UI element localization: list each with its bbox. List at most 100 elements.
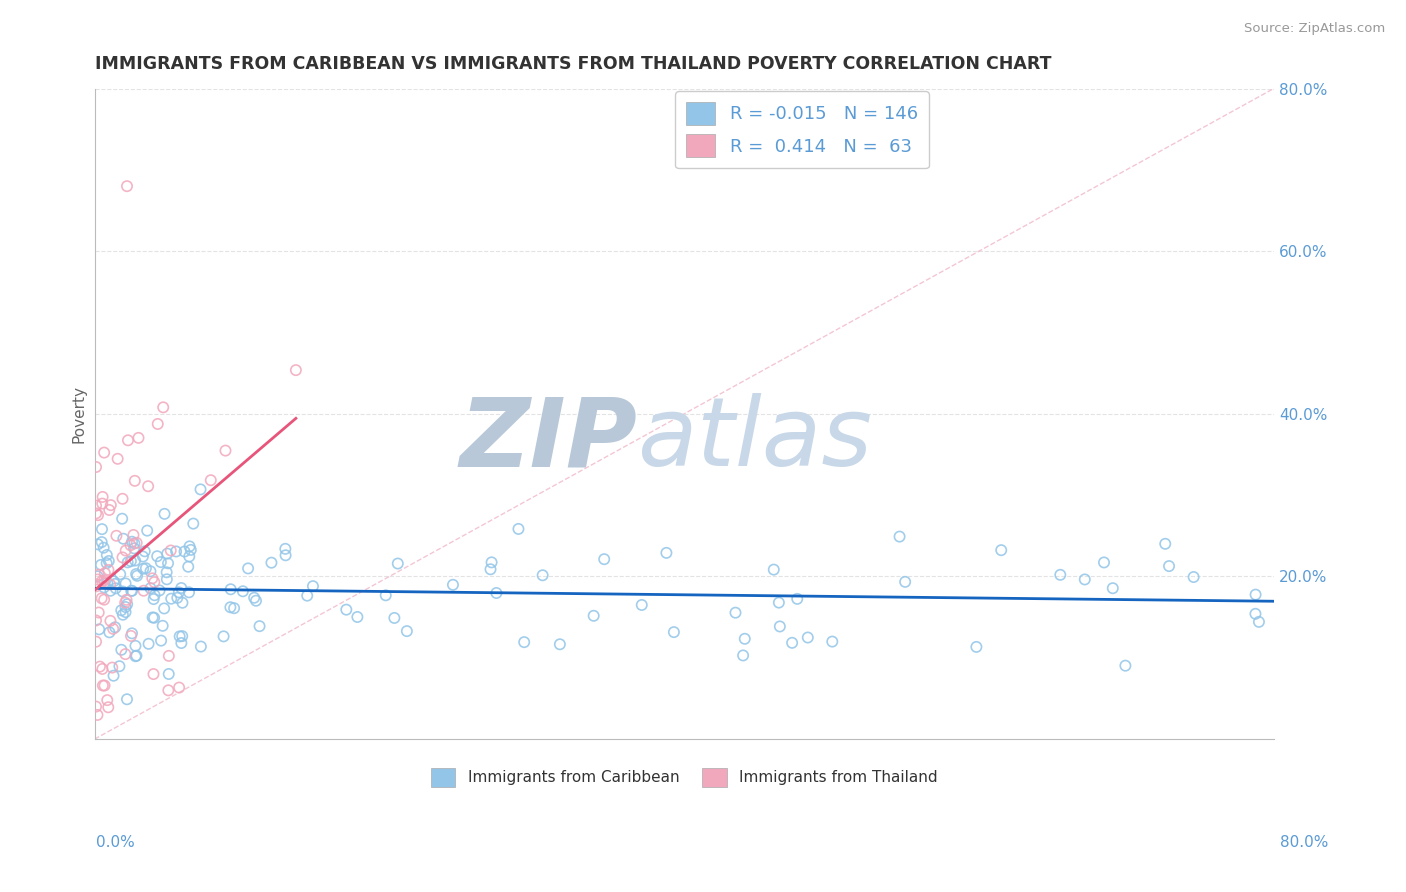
Text: IMMIGRANTS FROM CARIBBEAN VS IMMIGRANTS FROM THAILAND POVERTY CORRELATION CHART: IMMIGRANTS FROM CARIBBEAN VS IMMIGRANTS … [94, 55, 1052, 73]
Point [395, 624, 418, 639]
Point [115, 179, 138, 194]
Text: Source: ZipAtlas.com: Source: ZipAtlas.com [1244, 22, 1385, 36]
Point [142, 592, 165, 607]
Point [219, 582, 242, 597]
Point [84, 699, 107, 714]
Point [236, 561, 259, 575]
Point [166, 591, 188, 605]
Y-axis label: Poverty: Poverty [72, 384, 86, 442]
Point [1244, 607, 1267, 621]
Point [111, 607, 134, 622]
Point [87, 606, 110, 620]
Point [214, 443, 236, 458]
Point [124, 649, 146, 664]
Point [157, 557, 180, 571]
Point [143, 611, 166, 625]
Point [124, 639, 146, 653]
Point [84, 507, 107, 521]
Point [1182, 570, 1205, 584]
Point [110, 603, 132, 617]
Point [821, 634, 844, 648]
Point [93, 574, 115, 588]
Point [157, 667, 180, 681]
Point [84, 460, 107, 475]
Point [93, 592, 115, 607]
Point [87, 537, 110, 551]
Text: 80.0%: 80.0% [1281, 836, 1329, 850]
Point [232, 584, 254, 599]
Point [125, 536, 148, 550]
Point [179, 540, 201, 554]
Point [107, 451, 129, 466]
Point [124, 536, 146, 550]
Point [136, 479, 159, 493]
Point [91, 574, 114, 588]
Point [274, 549, 297, 563]
Point [733, 648, 755, 663]
Point [120, 538, 142, 552]
Point [153, 601, 176, 615]
Point [153, 507, 176, 521]
Point [127, 431, 149, 445]
Point [111, 512, 134, 526]
Point [172, 629, 194, 643]
Point [111, 491, 134, 506]
Point [84, 499, 107, 513]
Point [481, 555, 503, 569]
Point [142, 667, 165, 681]
Point [662, 625, 685, 640]
Point [104, 582, 127, 596]
Point [103, 669, 125, 683]
Point [114, 543, 136, 558]
Point [152, 619, 174, 633]
Point [96, 575, 118, 590]
Point [212, 629, 235, 643]
Point [150, 633, 173, 648]
Point [111, 550, 134, 565]
Point [122, 541, 145, 556]
Point [146, 417, 169, 431]
Point [441, 578, 464, 592]
Point [593, 552, 616, 566]
Point [101, 660, 124, 674]
Point [93, 445, 115, 459]
Point [93, 541, 115, 555]
Point [156, 547, 179, 561]
Point [104, 577, 127, 591]
Point [105, 529, 128, 543]
Point [160, 591, 183, 606]
Point [181, 516, 204, 531]
Point [127, 569, 149, 583]
Point [84, 579, 107, 593]
Point [295, 589, 318, 603]
Point [114, 596, 136, 610]
Point [768, 596, 790, 610]
Point [335, 602, 357, 616]
Point [117, 555, 139, 569]
Point [1154, 537, 1177, 551]
Point [190, 640, 212, 654]
Point [655, 546, 678, 560]
Point [146, 549, 169, 564]
Point [219, 600, 242, 615]
Point [97, 554, 120, 568]
Point [173, 544, 195, 558]
Point [103, 574, 125, 589]
Point [167, 681, 190, 695]
Point [479, 562, 502, 576]
Point [1074, 573, 1097, 587]
Point [190, 483, 212, 497]
Point [780, 636, 803, 650]
Point [125, 648, 148, 663]
Point [87, 508, 110, 522]
Text: atlas: atlas [637, 393, 872, 486]
Point [169, 629, 191, 643]
Point [96, 693, 118, 707]
Point [249, 619, 271, 633]
Point [135, 561, 157, 575]
Point [91, 522, 114, 536]
Point [90, 558, 112, 572]
Point [149, 555, 172, 569]
Text: 0.0%: 0.0% [96, 836, 135, 850]
Point [797, 631, 820, 645]
